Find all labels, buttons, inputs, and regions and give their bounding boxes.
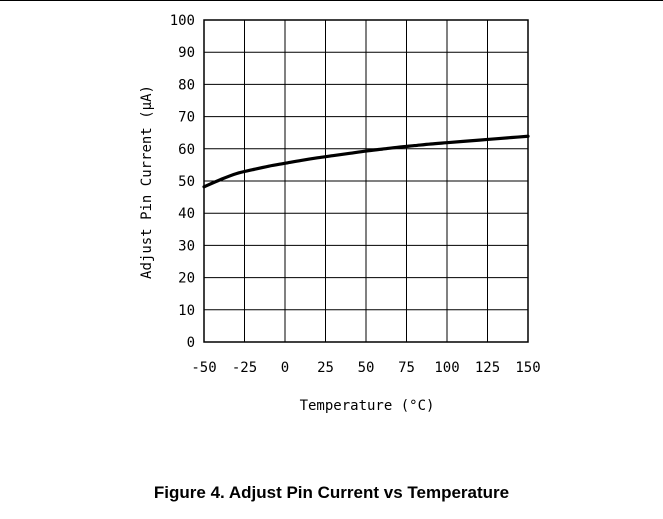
y-tick-label: 90 [178, 45, 195, 61]
y-tick-label: 50 [178, 174, 195, 190]
x-tick-label: 25 [317, 360, 334, 376]
x-tick-label: 0 [281, 360, 289, 376]
series [202, 134, 530, 189]
x-tick-label: 50 [358, 360, 375, 376]
series-line [202, 134, 530, 189]
y-tick-labels: 0 10 20 30 40 50 60 70 80 90 100 [170, 13, 195, 351]
y-tick-label: 10 [178, 303, 195, 319]
x-tick-labels: -50 -25 0 25 50 75 100 125 150 [191, 360, 540, 376]
x-tick-label: -50 [191, 360, 216, 376]
y-tick-label: 60 [178, 142, 195, 158]
x-axis-label: Temperature (°C) [300, 398, 435, 414]
top-rule [0, 0, 663, 1]
figure-caption: Figure 4. Adjust Pin Current vs Temperat… [153, 483, 510, 502]
y-tick-label: 100 [170, 13, 195, 29]
y-axis-label: Adjust Pin Current (μA) [139, 85, 155, 279]
y-tick-label: 80 [178, 77, 195, 93]
grid [203, 19, 529, 343]
y-tick-label: 30 [178, 238, 195, 254]
x-tick-label: 100 [434, 360, 459, 376]
y-tick-label: 20 [178, 271, 195, 287]
x-tick-label: 150 [515, 360, 540, 376]
y-tick-label: 70 [178, 110, 195, 126]
x-tick-label: 75 [398, 360, 415, 376]
x-tick-label: -25 [232, 360, 257, 376]
y-tick-label: 40 [178, 206, 195, 222]
x-tick-label: 125 [475, 360, 500, 376]
plot-frame [203, 19, 529, 343]
y-tick-label: 0 [187, 335, 195, 351]
chart: 0 10 20 30 40 50 60 70 80 90 100 -50 -25 0 25 50 75 100 1… [139, 13, 541, 414]
